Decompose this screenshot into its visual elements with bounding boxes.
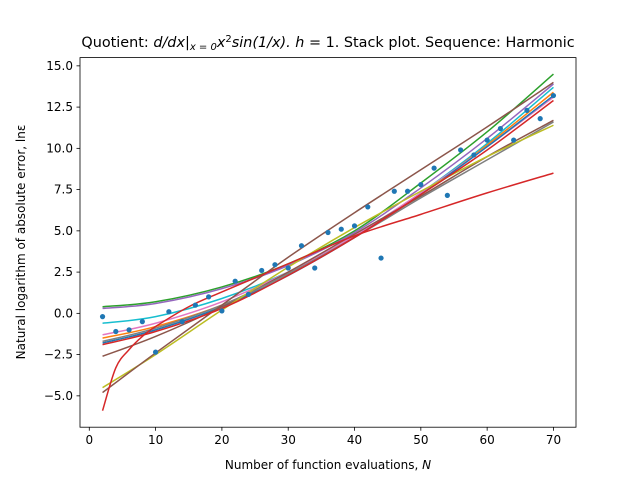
scatter-point <box>179 319 185 325</box>
scatter-point <box>219 308 225 314</box>
y-axis-label: Natural logarithm of absolute error, lnε <box>14 125 28 360</box>
title-subscript: x = 0 <box>189 42 217 53</box>
title-prefix: Quotient: <box>81 35 153 51</box>
scatter-point <box>391 188 397 194</box>
series-line-10 <box>102 81 554 394</box>
scatter-point <box>471 152 477 158</box>
scatter-point <box>365 204 371 210</box>
scatter-point <box>192 302 198 308</box>
title-superscript: 2 <box>225 34 231 45</box>
y-tick-label: −2.5 <box>44 348 73 362</box>
x-tick-label: 40 <box>347 433 362 447</box>
scatter-point <box>338 226 344 232</box>
chart-title: Quotient: d/dx|x = 0x2sin(1/x). h = 1. S… <box>81 34 574 53</box>
title-math-x: x <box>216 35 226 51</box>
title-suffix: = 1. Stack plot. Sequence: Harmonic <box>304 35 574 51</box>
scatter-point <box>458 147 464 153</box>
y-tick-label: 7.5 <box>54 183 73 197</box>
title-h: h <box>295 35 304 51</box>
x-axis-label: Number of function evaluations, N <box>225 458 431 472</box>
scatter-point <box>206 294 212 300</box>
scatter-point <box>511 137 517 143</box>
scatter-point <box>259 267 265 274</box>
scatter-point <box>245 291 252 297</box>
scatter-point <box>351 223 358 229</box>
x-tick-label: 70 <box>546 433 561 447</box>
scatter-point <box>166 309 172 315</box>
scatter-point <box>418 182 424 188</box>
scatter-point <box>497 125 504 132</box>
scatter-point <box>404 188 411 194</box>
x-tick-label: 30 <box>281 433 296 447</box>
series-line-1 <box>102 73 554 308</box>
scatter-point <box>298 243 305 249</box>
plot-frame <box>79 57 577 428</box>
y-tick-label: 15.0 <box>46 59 73 73</box>
scatter-point <box>312 265 318 271</box>
scatter-point <box>444 192 450 198</box>
scatter-layer <box>99 92 557 355</box>
title-math-sin: sin(1/x). <box>232 35 296 51</box>
y-tick-label: 2.5 <box>54 265 73 279</box>
x-tick-label: 50 <box>413 433 428 447</box>
y-tick-label: −5.0 <box>44 389 73 403</box>
y-tick-label: 10.0 <box>46 141 73 155</box>
x-tick-label: 20 <box>214 433 229 447</box>
x-axis-label-text: Number of function evaluations, <box>225 458 422 472</box>
scatter-point <box>378 255 384 261</box>
y-axis-ticks: −5.0 −2.5 0.0 2.5 5.0 7.5 10.0 12.5 15.0 <box>44 59 80 403</box>
scatter-point <box>139 319 145 325</box>
y-tick-label: 5.0 <box>54 224 73 238</box>
x-axis-ticks: 0 10 20 30 40 50 60 70 <box>85 427 561 447</box>
scatter-point <box>550 92 557 99</box>
scatter-point <box>272 262 278 268</box>
x-tick-label: 0 <box>85 433 93 447</box>
scatter-point <box>99 314 106 320</box>
scatter-point <box>537 116 543 122</box>
x-tick-label: 60 <box>480 433 495 447</box>
y-tick-label: 0.0 <box>54 306 73 320</box>
scatter-point <box>126 327 132 333</box>
x-axis-label-var: N <box>422 458 431 472</box>
series-line-12 <box>102 99 554 346</box>
scatter-point <box>285 265 291 271</box>
title-math: d/dx| <box>153 35 189 51</box>
x-tick-label: 10 <box>148 433 163 447</box>
scatter-point <box>484 137 490 143</box>
series-line-9 <box>102 124 554 389</box>
scatter-point <box>524 107 530 113</box>
series-line-11 <box>101 172 554 411</box>
scatter-point <box>325 229 331 236</box>
scatter-point <box>152 349 159 355</box>
scatter-point <box>232 278 238 284</box>
y-tick-label: 12.5 <box>46 100 73 114</box>
scatter-point <box>431 165 437 171</box>
scatter-point <box>113 328 119 335</box>
